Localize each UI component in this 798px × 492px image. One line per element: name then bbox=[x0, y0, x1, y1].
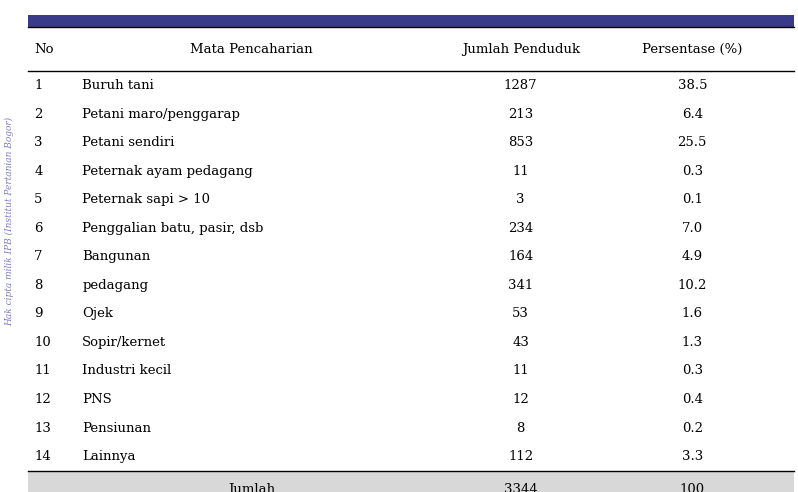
Text: 11: 11 bbox=[512, 365, 529, 377]
Text: No: No bbox=[34, 43, 53, 56]
Text: Mata Pencaharian: Mata Pencaharian bbox=[190, 43, 313, 56]
Bar bbox=[28, 471, 794, 492]
Text: Jumlah Penduduk: Jumlah Penduduk bbox=[461, 43, 580, 56]
Text: 3.3: 3.3 bbox=[681, 450, 703, 463]
Text: 12: 12 bbox=[34, 393, 51, 406]
Text: PNS: PNS bbox=[82, 393, 112, 406]
Text: 1: 1 bbox=[34, 79, 42, 92]
Text: 1.6: 1.6 bbox=[681, 308, 703, 320]
Text: Lainnya: Lainnya bbox=[82, 450, 136, 463]
Text: 9: 9 bbox=[34, 308, 43, 320]
Text: 7: 7 bbox=[34, 250, 43, 263]
Bar bbox=[28, 15, 794, 27]
Text: 112: 112 bbox=[508, 450, 533, 463]
Text: pedagang: pedagang bbox=[82, 279, 148, 292]
Text: 4.9: 4.9 bbox=[681, 250, 703, 263]
Text: 10.2: 10.2 bbox=[678, 279, 707, 292]
Text: 25.5: 25.5 bbox=[678, 136, 707, 149]
Text: 1287: 1287 bbox=[504, 79, 538, 92]
Text: 6: 6 bbox=[34, 222, 43, 235]
Text: 14: 14 bbox=[34, 450, 51, 463]
Text: Hak cipta milik IPB (Institut Pertanian Bogor): Hak cipta milik IPB (Institut Pertanian … bbox=[5, 117, 14, 326]
Text: 38.5: 38.5 bbox=[678, 79, 707, 92]
Text: 213: 213 bbox=[508, 108, 533, 121]
Text: 11: 11 bbox=[512, 165, 529, 178]
Text: Petani maro/penggarap: Petani maro/penggarap bbox=[82, 108, 240, 121]
Text: Industri kecil: Industri kecil bbox=[82, 365, 172, 377]
Text: Pensiunan: Pensiunan bbox=[82, 422, 151, 434]
Text: Penggalian batu, pasir, dsb: Penggalian batu, pasir, dsb bbox=[82, 222, 263, 235]
Text: 12: 12 bbox=[512, 393, 529, 406]
Text: 0.2: 0.2 bbox=[681, 422, 703, 434]
Text: 13: 13 bbox=[34, 422, 51, 434]
Text: 3344: 3344 bbox=[504, 483, 538, 492]
Text: 0.1: 0.1 bbox=[681, 193, 703, 206]
Text: 8: 8 bbox=[516, 422, 525, 434]
Text: 3: 3 bbox=[34, 136, 43, 149]
Text: 8: 8 bbox=[34, 279, 42, 292]
Text: 53: 53 bbox=[512, 308, 529, 320]
Text: Petani sendiri: Petani sendiri bbox=[82, 136, 175, 149]
Text: Bangunan: Bangunan bbox=[82, 250, 151, 263]
Text: Persentase (%): Persentase (%) bbox=[642, 43, 742, 56]
Text: 7.0: 7.0 bbox=[681, 222, 703, 235]
Text: 341: 341 bbox=[508, 279, 533, 292]
Text: 164: 164 bbox=[508, 250, 533, 263]
Text: Sopir/kernet: Sopir/kernet bbox=[82, 336, 166, 349]
Text: 43: 43 bbox=[512, 336, 529, 349]
Text: Jumlah: Jumlah bbox=[227, 483, 275, 492]
Text: 0.3: 0.3 bbox=[681, 365, 703, 377]
Text: 1.3: 1.3 bbox=[681, 336, 703, 349]
Text: 2: 2 bbox=[34, 108, 42, 121]
Text: Peternak ayam pedagang: Peternak ayam pedagang bbox=[82, 165, 253, 178]
Text: 11: 11 bbox=[34, 365, 51, 377]
Text: 234: 234 bbox=[508, 222, 533, 235]
Text: 3: 3 bbox=[516, 193, 525, 206]
Text: Ojek: Ojek bbox=[82, 308, 113, 320]
Text: 0.3: 0.3 bbox=[681, 165, 703, 178]
Text: 10: 10 bbox=[34, 336, 51, 349]
Text: 4: 4 bbox=[34, 165, 42, 178]
Text: 853: 853 bbox=[508, 136, 533, 149]
Text: 100: 100 bbox=[680, 483, 705, 492]
Text: Buruh tani: Buruh tani bbox=[82, 79, 154, 92]
Text: Peternak sapi > 10: Peternak sapi > 10 bbox=[82, 193, 210, 206]
Text: 5: 5 bbox=[34, 193, 42, 206]
Text: 0.4: 0.4 bbox=[681, 393, 703, 406]
Text: 6.4: 6.4 bbox=[681, 108, 703, 121]
